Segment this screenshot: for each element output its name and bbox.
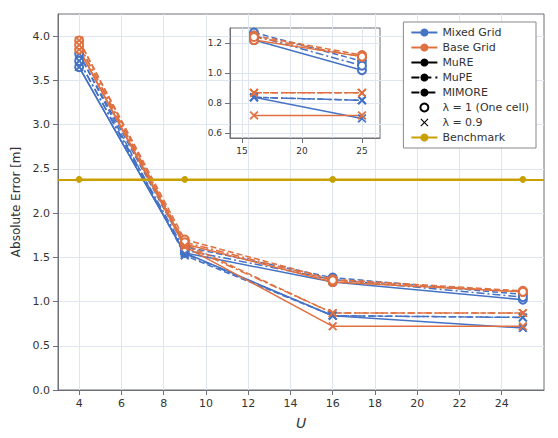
svg-text:0.0: 0.0: [33, 384, 51, 397]
svg-text:MuRE: MuRE: [442, 56, 473, 69]
svg-text:1.0: 1.0: [208, 68, 223, 78]
svg-text:Base Grid: Base Grid: [442, 41, 495, 54]
svg-text:4.0: 4.0: [33, 30, 51, 43]
svg-text:λ = 0.9: λ = 0.9: [442, 116, 482, 129]
svg-text:20: 20: [296, 146, 308, 156]
svg-text:18: 18: [368, 397, 382, 410]
svg-text:0.6: 0.6: [208, 128, 223, 138]
svg-text:2.5: 2.5: [33, 162, 51, 175]
svg-text:8: 8: [160, 397, 167, 410]
svg-text:Mixed Grid: Mixed Grid: [442, 26, 501, 39]
svg-text:16: 16: [326, 397, 340, 410]
svg-text:λ = 1 (One cell): λ = 1 (One cell): [442, 101, 529, 114]
svg-text:12: 12: [241, 397, 255, 410]
svg-text:1.5: 1.5: [33, 251, 51, 264]
svg-text:MuPE: MuPE: [442, 71, 472, 84]
svg-text:MIMORE: MIMORE: [442, 86, 488, 99]
svg-text:14: 14: [283, 397, 297, 410]
svg-text:6: 6: [118, 397, 125, 410]
svg-text:U: U: [296, 415, 306, 431]
svg-text:25: 25: [356, 146, 367, 156]
svg-text:15: 15: [236, 146, 247, 156]
svg-text:20: 20: [410, 397, 424, 410]
svg-text:0.5: 0.5: [33, 339, 51, 352]
svg-text:22: 22: [452, 397, 466, 410]
svg-text:4: 4: [76, 397, 83, 410]
svg-text:0.8: 0.8: [208, 98, 223, 108]
svg-text:3.5: 3.5: [33, 74, 51, 87]
svg-text:10: 10: [199, 397, 213, 410]
svg-text:24: 24: [495, 397, 509, 410]
svg-text:Benchmark: Benchmark: [442, 131, 505, 144]
svg-text:3.0: 3.0: [33, 118, 51, 131]
svg-text:1.0: 1.0: [33, 295, 51, 308]
svg-text:Absolute Error [m]: Absolute Error [m]: [9, 147, 23, 257]
svg-text:2.0: 2.0: [33, 207, 51, 220]
svg-text:1.2: 1.2: [208, 38, 222, 48]
